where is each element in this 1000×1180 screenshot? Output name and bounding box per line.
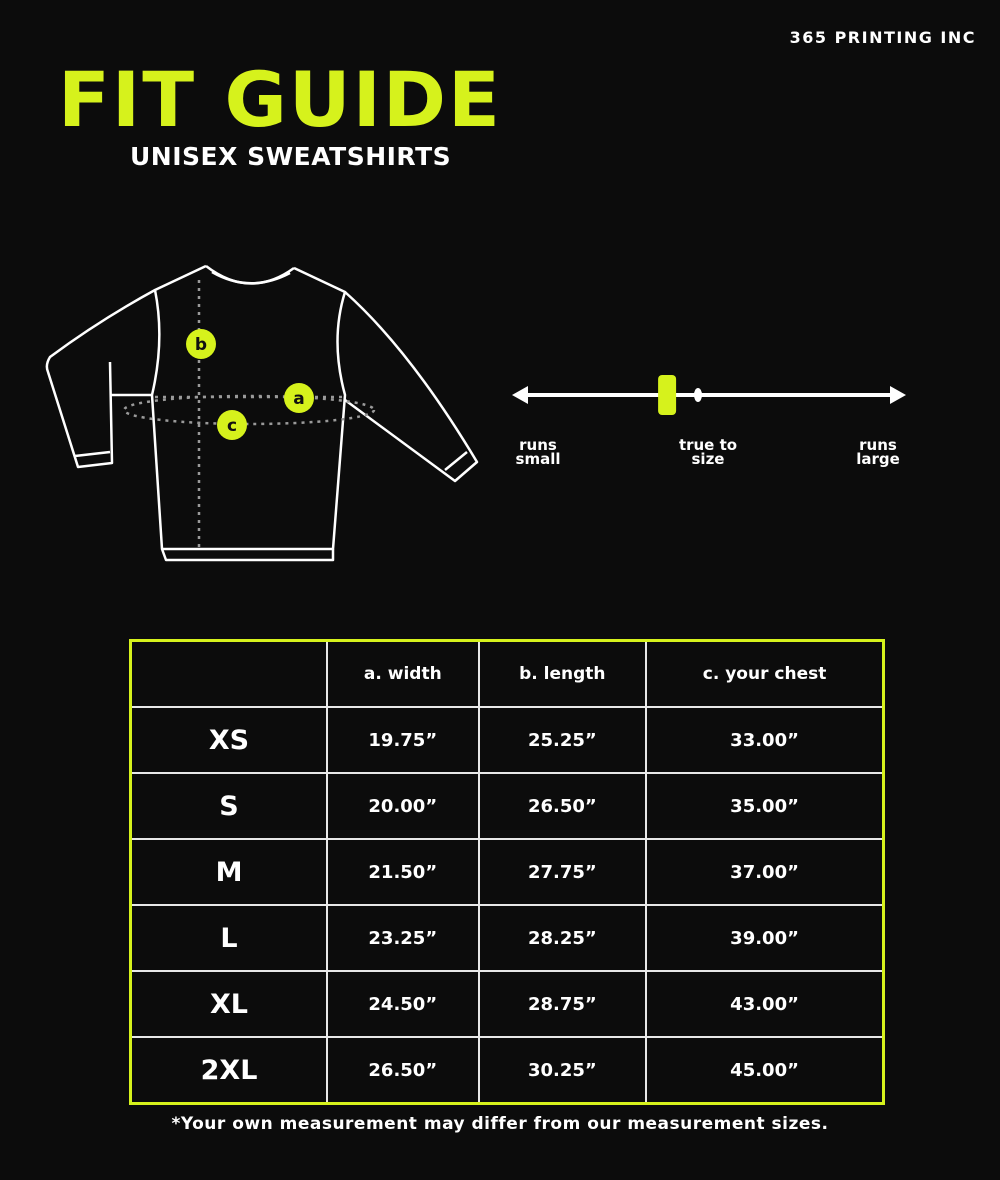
header-blank (129, 639, 328, 708)
marker-c: c (217, 410, 247, 440)
table-row: XS 19.75” 25.25” 33.00” (129, 706, 885, 774)
cell-width: 23.25” (326, 904, 480, 972)
cell-length: 28.75” (477, 970, 648, 1038)
cell-length: 26.50” (477, 772, 648, 840)
cell-width: 26.50” (326, 1036, 480, 1105)
cell-chest: 45.00” (645, 1036, 885, 1105)
header-length: b. length (477, 639, 648, 708)
cell-length: 25.25” (477, 706, 648, 774)
table-row: S 20.00” 26.50” 35.00” (129, 772, 885, 840)
cell-chest: 33.00” (645, 706, 885, 774)
fit-indicator (658, 375, 677, 415)
measurement-guides (122, 280, 376, 552)
table-row: L 23.25” 28.25” 39.00” (129, 904, 885, 972)
cell-size: 2XL (129, 1036, 328, 1105)
table-row: M 21.50” 27.75” 37.00” (129, 838, 885, 906)
table-header-row: a. width b. length c. your chest (129, 639, 885, 708)
true-to-size-label: true to size (678, 436, 738, 468)
footnote: *Your own measurement may differ from ou… (171, 1114, 829, 1134)
cell-length: 27.75” (477, 838, 648, 906)
size-table: a. width b. length c. your chest XS 19.75… (129, 639, 885, 1105)
page-title: FIT GUIDE (58, 55, 502, 144)
runs-large-label: runs large (856, 436, 900, 468)
header-width: a. width (326, 639, 480, 708)
header-chest: c. your chest (645, 639, 885, 708)
cell-chest: 39.00” (645, 904, 885, 972)
page-subtitle: UNISEX SWEATSHIRTS (130, 142, 452, 171)
brand-name: 365 PRINTING INC (789, 28, 976, 47)
cell-size: L (129, 904, 328, 972)
cell-size: S (129, 772, 328, 840)
svg-text:a: a (293, 389, 304, 409)
cell-chest: 43.00” (645, 970, 885, 1038)
fit-scale (512, 375, 906, 415)
cell-chest: 37.00” (645, 838, 885, 906)
arrow-left-icon (512, 386, 528, 404)
table-row: XL 24.50” 28.75” 43.00” (129, 970, 885, 1038)
marker-a: a (284, 383, 314, 413)
cell-size: M (129, 838, 328, 906)
cell-width: 20.00” (326, 772, 480, 840)
cell-size: XS (129, 706, 328, 774)
cell-width: 21.50” (326, 838, 480, 906)
sweatshirt-diagram: b a c (45, 264, 906, 562)
arrow-right-icon (890, 386, 906, 404)
svg-text:c: c (227, 416, 237, 436)
sweatshirt-outline (45, 264, 479, 562)
true-to-size-tick (694, 388, 702, 402)
cell-length: 28.25” (477, 904, 648, 972)
cell-size: XL (129, 970, 328, 1038)
svg-text:b: b (195, 335, 207, 355)
cell-width: 19.75” (326, 706, 480, 774)
table-row: 2XL 26.50” 30.25” 45.00” (129, 1036, 885, 1105)
runs-small-label: runs small (515, 436, 561, 468)
cell-length: 30.25” (477, 1036, 648, 1105)
cell-width: 24.50” (326, 970, 480, 1038)
marker-b: b (186, 329, 216, 359)
cell-chest: 35.00” (645, 772, 885, 840)
